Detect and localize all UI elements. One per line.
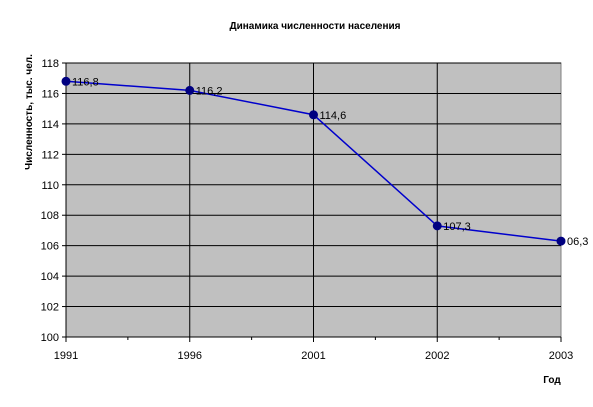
x-tick-label: 2001 bbox=[301, 350, 325, 362]
data-points bbox=[61, 76, 566, 246]
data-point bbox=[185, 85, 195, 95]
data-label: 107,3 bbox=[443, 221, 471, 233]
data-label: 116,8 bbox=[72, 76, 99, 88]
y-tick-label: 102 bbox=[41, 302, 59, 314]
x-tick-label: 1991 bbox=[54, 350, 78, 362]
y-tick-label: 116 bbox=[41, 88, 59, 100]
x-tick-label: 2003 bbox=[549, 350, 573, 362]
x-axis: 1991 1996 2001 2002 2003 bbox=[54, 336, 573, 362]
data-point bbox=[309, 110, 318, 120]
data-label: 116,2 bbox=[196, 85, 223, 97]
y-tick-label: 106 bbox=[41, 241, 59, 253]
y-tick-label: 112 bbox=[41, 149, 59, 161]
y-axis: 100 102 104 106 108 110 112 114 116 118 bbox=[41, 58, 67, 344]
x-tick-label: 1996 bbox=[178, 350, 202, 362]
y-tick-label: 110 bbox=[41, 180, 59, 192]
y-axis-title: Численность, тыс. чел. bbox=[24, 54, 35, 170]
data-labels: 116,8 116,2 114,6 107,3 06,3 bbox=[72, 76, 588, 248]
y-tick-label: 100 bbox=[41, 332, 59, 344]
x-axis-title: Год bbox=[543, 375, 561, 386]
y-tick-label: 114 bbox=[41, 119, 59, 131]
data-label: 114,6 bbox=[320, 110, 347, 122]
data-point bbox=[432, 221, 442, 231]
chart-title: Динамика численности населения bbox=[229, 21, 400, 32]
data-point bbox=[61, 76, 71, 86]
x-tick-label: 2002 bbox=[425, 350, 449, 362]
y-tick-label: 104 bbox=[41, 271, 59, 283]
y-tick-label: 108 bbox=[41, 210, 59, 222]
y-tick-label: 118 bbox=[41, 58, 59, 70]
data-point bbox=[556, 236, 566, 246]
data-label: 06,3 bbox=[567, 236, 588, 248]
